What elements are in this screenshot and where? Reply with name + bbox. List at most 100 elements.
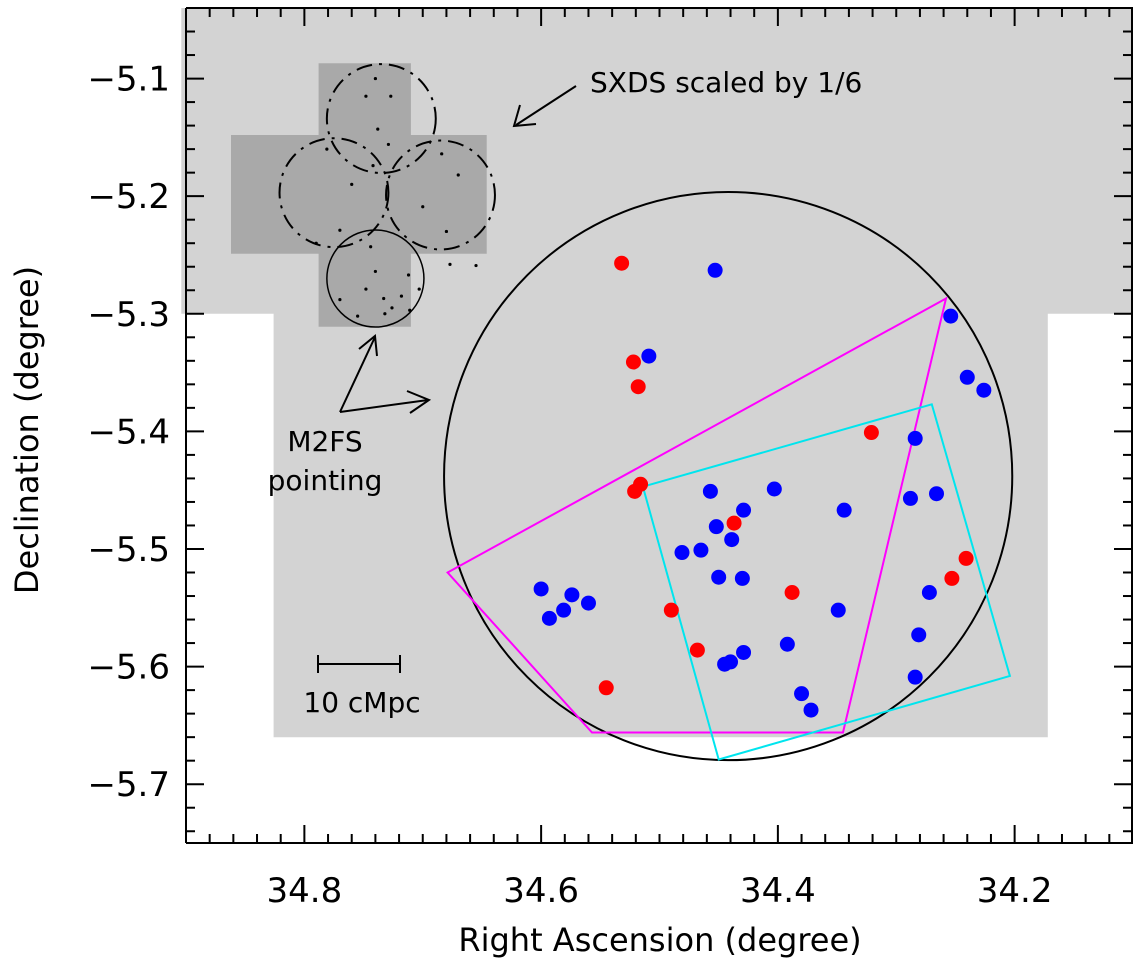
red-point [598,680,614,696]
inset-dot [376,127,380,131]
magenta-footprint [446,296,948,734]
inset-dashed-circle [325,63,437,175]
x-tick-label: 34.6 [503,871,579,911]
red-point [630,379,646,395]
blue-point [779,636,795,652]
blue-point [736,502,752,518]
x-tick-label: 34.8 [267,871,343,911]
x-tick-label: 34.2 [977,871,1053,911]
blue-point [708,519,724,535]
m2fs-arrows-icon [339,334,432,414]
inset-dot [369,245,373,249]
y-tick-label: −5.3 [87,295,170,335]
inset-dashed-circle [385,139,496,251]
blue-point [902,490,918,506]
red-point [784,585,800,600]
blue-point [830,602,846,618]
blue-point [564,587,580,603]
blue-point [702,483,718,499]
blue-point [707,262,723,278]
sxds-annotation-label: SXDS scaled by 1/6 [590,66,862,99]
red-point [726,515,742,531]
blue-point [959,369,975,385]
inset-dot [474,263,478,268]
red-point [627,483,643,499]
inset-dot [406,273,411,277]
red-point [663,602,679,618]
inset-dot [390,306,394,310]
inset-dot [440,152,444,156]
m2fs-annotation-line2: pointing [268,464,383,497]
scale-bar-label: 10 cMpc [303,686,420,719]
inset-dot [314,241,318,245]
inset-dashed-circle [278,137,390,249]
inset-dot [338,228,342,232]
m2fs-circle [443,190,1014,762]
data-points [533,255,992,718]
blue-point [921,585,937,600]
y-tick-label: −5.1 [87,60,170,100]
blue-point [928,486,944,502]
y-tick-label: −5.2 [87,177,170,217]
inset-dot [373,76,377,81]
x-axis-title: Right Ascension (degree) [458,921,861,959]
blue-point [674,545,690,561]
inset-polygon [231,63,487,327]
inset-dot [364,94,368,98]
red-point [958,550,974,566]
y-tick-labels: −5.1 −5.2 −5.3 −5.4 −5.5 −5.6 −5.7 [87,60,170,806]
sxds-arrow-icon [512,85,577,128]
blue-point [736,644,752,660]
blue-point [794,686,810,702]
inset-dot [456,173,460,177]
m2fs-annotation-line1: M2FS [287,425,362,458]
blue-point [976,382,992,398]
blue-point [717,656,733,672]
inset-dot [350,182,354,187]
blue-point [943,308,959,324]
blue-point [556,602,572,618]
axes-frame [185,7,1133,844]
inset-dot [448,262,452,266]
x-tick-labels: 34.8 34.6 34.4 34.2 [267,871,1053,911]
blue-point [541,610,557,626]
inset-dot [399,294,404,298]
blue-point [803,702,819,718]
blue-point [734,570,750,586]
scale-bar-icon [317,655,401,673]
inset-dot [383,312,387,316]
inset-dot [364,287,368,291]
red-point [944,570,960,586]
inset-dot [417,287,421,291]
blue-point [641,348,657,364]
sxds-inset-region [231,63,487,327]
y-tick-label: −5.6 [87,648,170,688]
inset-dot [389,94,393,98]
inset-dot [408,308,412,312]
inset-dot [386,142,391,147]
x-tick-label: 34.4 [740,871,816,911]
blue-point [580,595,596,611]
y-tick-label: −5.7 [87,765,170,805]
blue-point [766,481,782,497]
blue-point [533,581,549,597]
red-point [689,642,705,658]
inset-dot [382,296,386,301]
inset-dot [356,314,360,318]
red-point [863,425,879,441]
red-point [614,255,630,271]
inset-dot [444,229,449,234]
blue-point [911,627,927,643]
blue-point [836,502,852,518]
blue-point [907,430,923,446]
inset-dot [373,269,377,274]
inset-dot [325,147,329,151]
sxds-inset-dots [314,76,478,318]
blue-point [693,542,709,558]
y-tick-label: −5.5 [87,530,170,570]
y-tick-label: −5.4 [87,412,170,452]
inset-dot [421,205,425,209]
blue-point [711,569,727,585]
red-point [625,354,641,370]
